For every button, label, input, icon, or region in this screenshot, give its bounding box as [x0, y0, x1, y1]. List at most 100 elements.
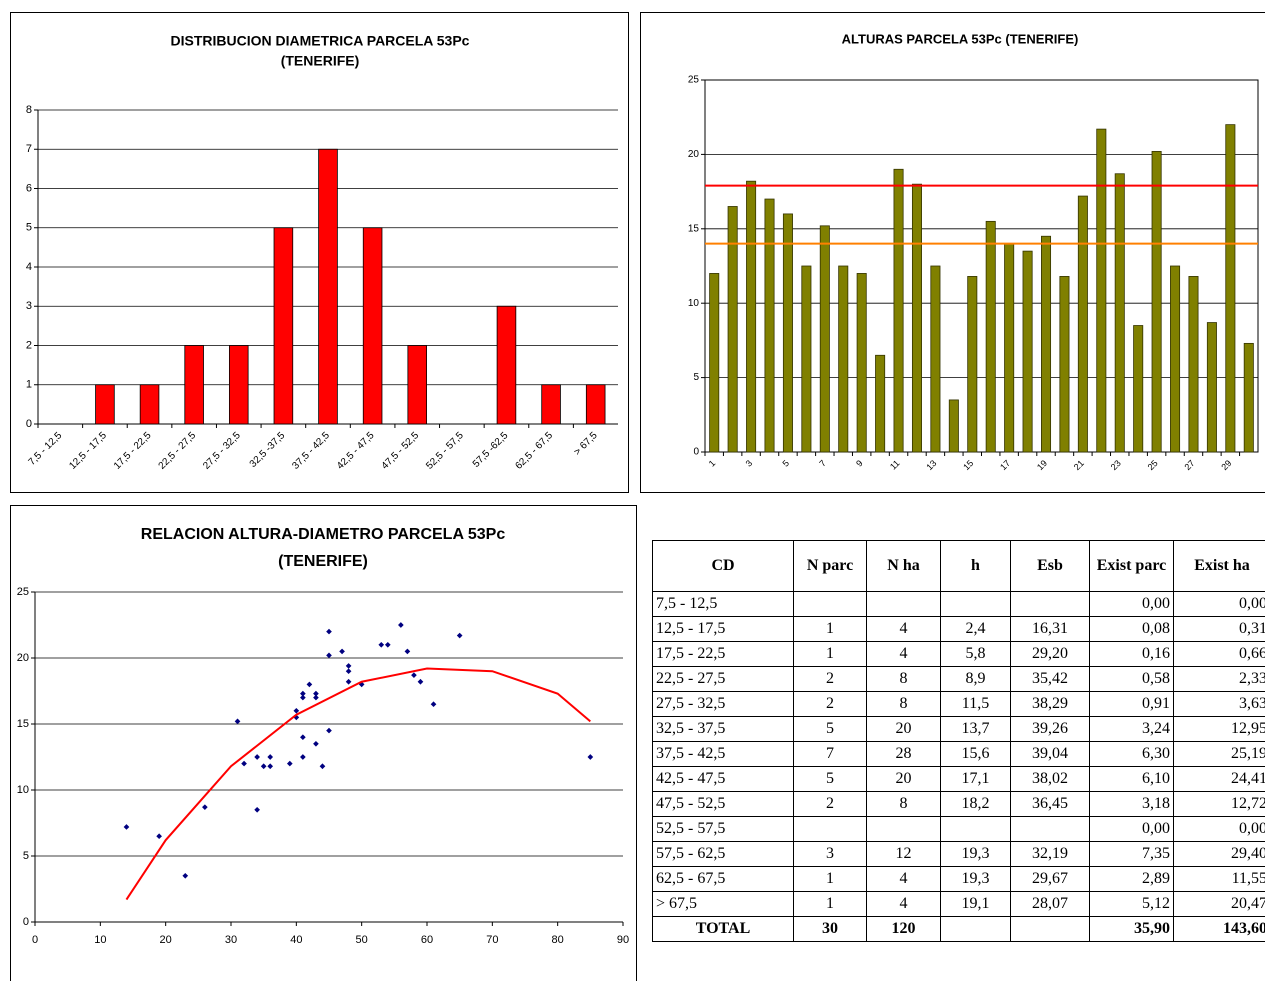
table-cell: 19,3 — [940, 866, 1011, 892]
table-cell: 5 — [793, 716, 867, 742]
table-cell: 0,00 — [1089, 591, 1174, 617]
x-tick-label: 29 — [1219, 458, 1233, 472]
bar — [1170, 265, 1181, 453]
point — [286, 760, 293, 767]
bar — [1206, 322, 1217, 453]
bar — [764, 198, 775, 453]
x-tick-label: 15 — [961, 458, 975, 472]
x-tick-label: 21 — [1072, 458, 1086, 472]
x-tick-label: 52,5 - 57,5 — [424, 430, 466, 472]
table-cell: 2 — [793, 791, 867, 817]
table-cell — [793, 816, 867, 842]
table-row: > 67,5 1 4 19,1 28,07 5,12 20,47 — [652, 891, 1265, 917]
point — [417, 678, 424, 685]
table-cell: 12,5 - 17,5 — [652, 616, 794, 642]
bar — [727, 206, 738, 453]
table-cell: 17,5 - 22,5 — [652, 641, 794, 667]
y-tick-label: 25 — [688, 75, 700, 86]
bar — [856, 273, 867, 453]
table-cell: > 67,5 — [652, 891, 794, 917]
table-cell: 27,5 - 32,5 — [652, 691, 794, 717]
table-cell: 0,58 — [1089, 666, 1174, 692]
table-cell: 16,31 — [1010, 616, 1090, 642]
table-cell: 5 — [793, 766, 867, 792]
point — [430, 701, 437, 708]
bar — [875, 354, 886, 453]
x-tick-label: 11 — [888, 458, 902, 472]
table-cell: 4 — [866, 891, 941, 917]
x-tick-label: 42,5 - 47,5 — [335, 430, 377, 472]
bar — [1022, 250, 1033, 453]
bar — [930, 265, 941, 453]
y-tick-label: 20 — [688, 149, 700, 160]
bar — [541, 384, 561, 425]
table-cell: 11,5 — [940, 691, 1011, 717]
table-cell: 12 — [866, 841, 941, 867]
point — [123, 824, 130, 830]
x-tick-label: 17 — [998, 458, 1012, 472]
header-row: CD N parc N ha h Esb Exist parc Exist ha — [652, 540, 1265, 592]
table-row: 7,5 - 12,5 0,00 0,00 — [652, 591, 1265, 617]
point — [267, 754, 274, 760]
table-cell: 0,00 — [1173, 591, 1265, 617]
y-tick-label: 6 — [26, 182, 32, 194]
point — [300, 694, 306, 701]
table-cell: 52,5 - 57,5 — [652, 816, 794, 842]
bar — [1096, 128, 1107, 453]
x-tick-label: 5 — [780, 458, 791, 469]
bar — [1077, 195, 1088, 453]
chart-frame — [10, 505, 637, 981]
point — [182, 872, 189, 879]
table-cell: 8 — [866, 691, 941, 717]
header-cell: Exist ha — [1173, 540, 1265, 592]
x-tick-label: 47,5 - 52,5 — [380, 430, 422, 472]
table-row: 32,5 - 37,5 5 20 13,7 39,26 3,24 12,95 — [652, 716, 1265, 742]
bar — [967, 276, 978, 453]
point — [411, 672, 417, 678]
point — [319, 763, 326, 770]
bar — [1004, 243, 1015, 453]
table-cell: 19,3 — [940, 841, 1011, 867]
table-cell: 35,90 — [1089, 916, 1174, 942]
y-tick-label: 2 — [26, 339, 32, 351]
y-tick-label: 15 — [688, 223, 700, 234]
y-tick-label: 4 — [26, 261, 32, 273]
point — [345, 668, 352, 675]
table-cell — [1010, 816, 1090, 842]
bar — [819, 225, 830, 453]
table-cell: 36,45 — [1010, 791, 1090, 817]
bar — [1114, 173, 1125, 453]
table-cell: 11,55 — [1173, 866, 1265, 892]
chart-title: RELACION ALTURA-DIAMETRO PARCELA 53Pc — [141, 526, 506, 543]
bar — [1188, 276, 1199, 453]
x-tick-label: 32,5 -37,5 — [248, 430, 288, 470]
table-row: 47,5 - 52,5 2 8 18,2 36,45 3,18 12,72 — [652, 791, 1265, 817]
bar — [407, 345, 428, 425]
table-cell: 2,89 — [1089, 866, 1174, 892]
table-cell — [1010, 591, 1090, 617]
bar — [1059, 276, 1070, 453]
bar — [318, 148, 338, 425]
bar — [709, 273, 720, 453]
table-cell: 32,19 — [1010, 841, 1090, 867]
point — [326, 727, 332, 734]
table-cell: 28,07 — [1010, 891, 1090, 917]
point — [456, 632, 463, 639]
bar — [362, 227, 383, 425]
x-tick-label: 60 — [421, 934, 433, 946]
table-cell: 2,4 — [940, 616, 1011, 642]
point — [339, 648, 345, 655]
table-row: 12,5 - 17,5 1 4 2,4 16,31 0,08 0,31 — [652, 616, 1265, 642]
x-tick-label: 13 — [924, 458, 938, 472]
x-tick-label: 20 — [160, 934, 172, 946]
x-tick-label: 10 — [94, 934, 106, 946]
table-cell: 47,5 - 52,5 — [652, 791, 794, 817]
bar — [273, 227, 294, 425]
table-cell: 30 — [793, 916, 867, 942]
table-cell: 19,1 — [940, 891, 1011, 917]
table-cell — [866, 816, 941, 842]
table-cell: 2,33 — [1173, 666, 1265, 692]
bar — [893, 168, 904, 453]
bar — [585, 384, 606, 425]
